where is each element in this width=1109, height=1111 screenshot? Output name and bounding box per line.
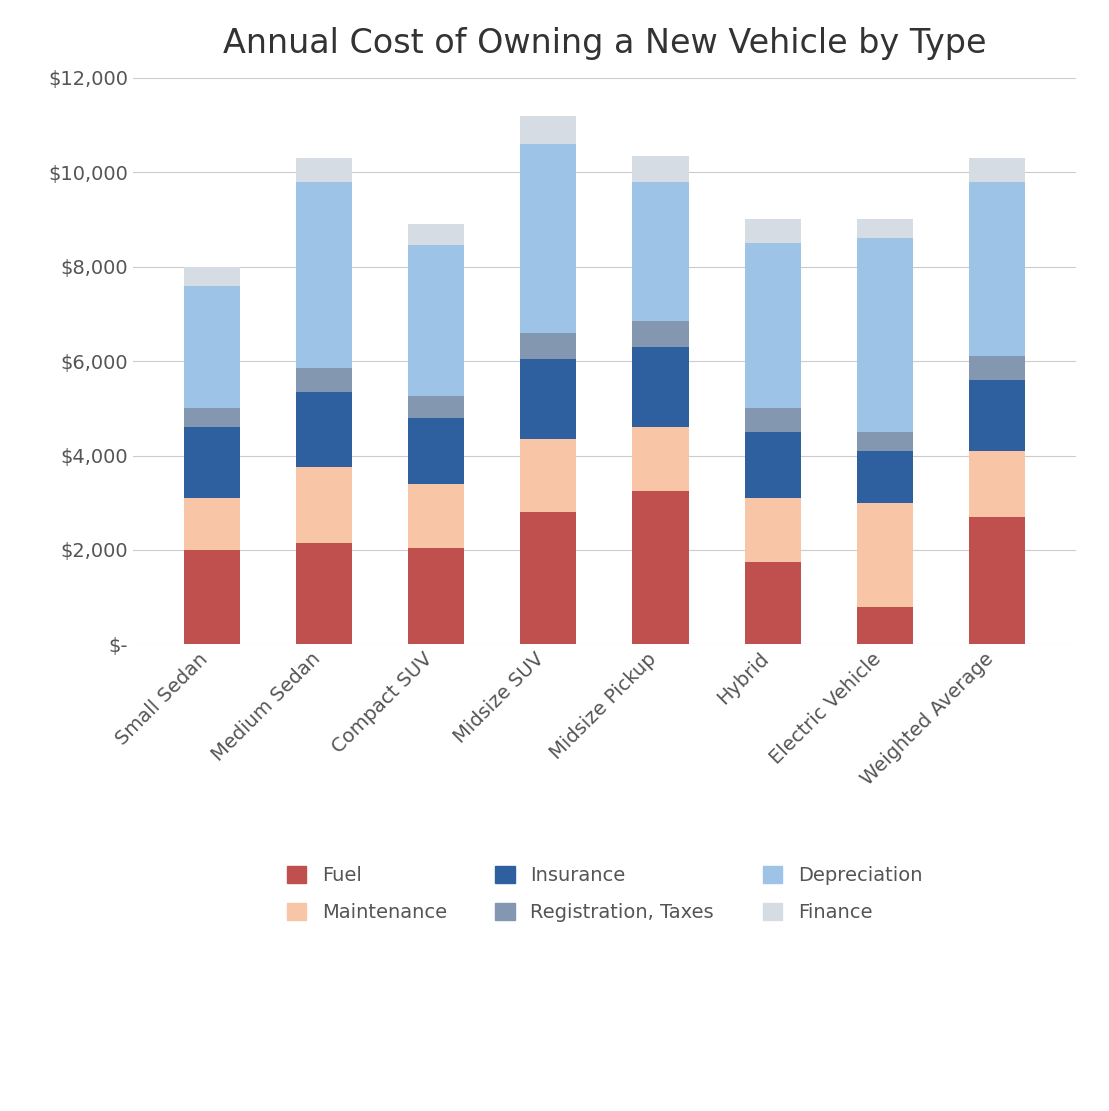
Bar: [969, 182, 1025, 357]
Bar: [857, 239, 913, 432]
Bar: [744, 220, 801, 243]
Bar: [408, 246, 465, 397]
Bar: [296, 543, 352, 644]
Bar: [632, 182, 689, 321]
Title: Annual Cost of Owning a New Vehicle by Type: Annual Cost of Owning a New Vehicle by T…: [223, 27, 986, 60]
Bar: [296, 182, 352, 368]
Bar: [969, 380, 1025, 451]
Bar: [969, 451, 1025, 517]
Bar: [632, 491, 689, 644]
Bar: [744, 562, 801, 644]
Bar: [296, 392, 352, 468]
Bar: [296, 468, 352, 543]
Bar: [632, 321, 689, 347]
Bar: [632, 428, 689, 491]
Bar: [632, 156, 689, 182]
Bar: [184, 409, 240, 427]
Bar: [857, 502, 913, 607]
Bar: [408, 224, 465, 246]
Bar: [857, 451, 913, 502]
Bar: [632, 347, 689, 427]
Bar: [520, 144, 577, 333]
Legend: Fuel, Maintenance, Insurance, Registration, Taxes, Depreciation, Finance: Fuel, Maintenance, Insurance, Registrati…: [278, 858, 930, 930]
Bar: [408, 548, 465, 644]
Bar: [408, 397, 465, 418]
Bar: [969, 517, 1025, 644]
Bar: [408, 418, 465, 484]
Bar: [520, 359, 577, 439]
Bar: [969, 357, 1025, 380]
Bar: [520, 116, 577, 144]
Bar: [408, 484, 465, 548]
Bar: [744, 432, 801, 498]
Bar: [520, 333, 577, 359]
Bar: [184, 498, 240, 550]
Bar: [744, 498, 801, 562]
Bar: [857, 432, 913, 451]
Bar: [744, 243, 801, 409]
Bar: [184, 286, 240, 409]
Bar: [969, 158, 1025, 182]
Bar: [184, 267, 240, 286]
Bar: [184, 550, 240, 644]
Bar: [296, 368, 352, 392]
Bar: [296, 158, 352, 182]
Bar: [857, 220, 913, 239]
Bar: [520, 512, 577, 644]
Bar: [520, 439, 577, 512]
Bar: [184, 428, 240, 498]
Bar: [744, 409, 801, 432]
Bar: [857, 607, 913, 644]
